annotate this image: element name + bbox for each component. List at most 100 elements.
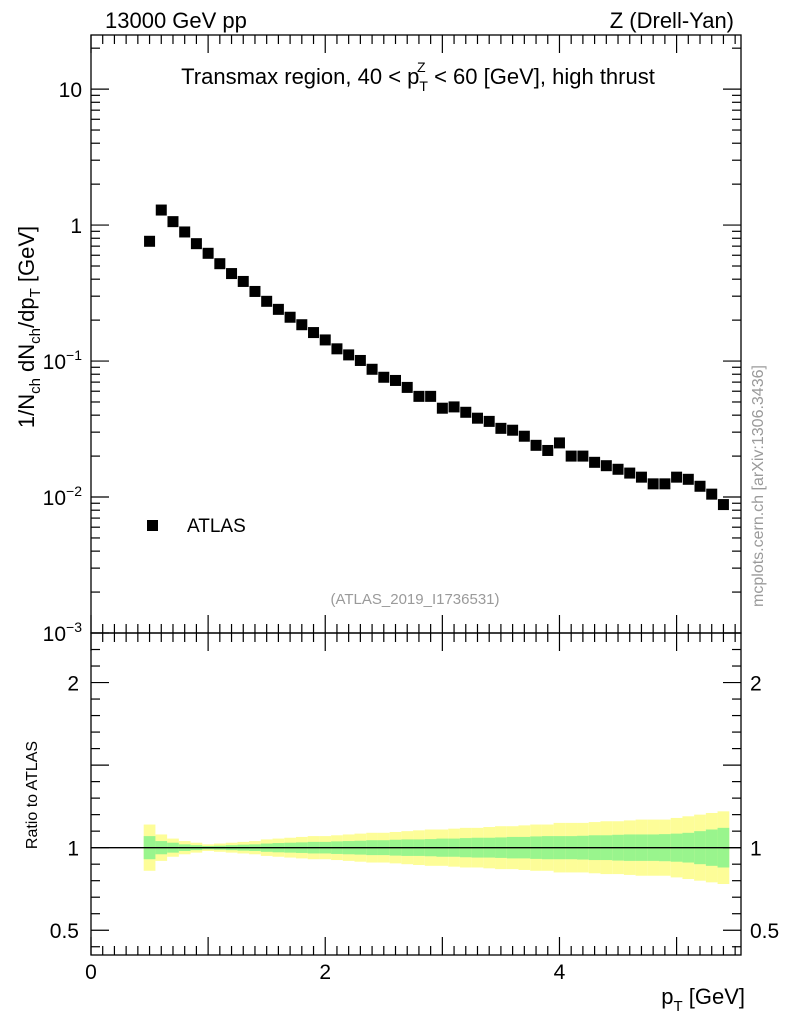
data-point — [144, 235, 156, 247]
data-point — [659, 478, 671, 490]
xlabel-sub: T — [673, 998, 682, 1015]
header-left: 13000 GeV pp — [105, 8, 247, 33]
ylabel-d: [GeV] — [14, 226, 39, 288]
data-point — [542, 444, 554, 456]
data-point — [249, 285, 261, 297]
ratio-y-tick-label-right: 2 — [750, 673, 762, 696]
x-tick-labels: 0 2 4 — [85, 961, 565, 984]
data-point — [565, 450, 577, 462]
data-point — [354, 354, 366, 366]
xlabel-a: p — [661, 984, 673, 1009]
data-point — [179, 226, 191, 238]
region-title-a: Transmax region, 40 < p — [181, 64, 419, 89]
main-y-tick-label: 10−3 — [43, 619, 83, 646]
data-point — [226, 268, 238, 280]
main-y-tick-base: 10 — [43, 351, 66, 374]
main-y-axis-label: 1/Nch dNch/dpT [GeV] — [14, 226, 44, 428]
data-point — [495, 422, 507, 434]
data-point — [706, 488, 718, 500]
main-y-tick-base: 10 — [43, 487, 66, 510]
data-point — [471, 412, 483, 424]
ylabel-b: dN — [14, 344, 39, 378]
data-point — [717, 499, 729, 511]
data-point — [612, 463, 624, 475]
ratio-axis-ticks — [90, 633, 741, 955]
main-y-tick-label: 10−2 — [43, 483, 83, 510]
data-point — [671, 471, 683, 483]
main-y-tick-label: 1 — [70, 215, 82, 238]
header-right: Z (Drell-Yan) — [610, 8, 734, 33]
data-point — [167, 216, 179, 228]
data-point — [624, 467, 636, 479]
ratio-y-tick-labels: 2 2 1 1 0.5 0.5 — [50, 673, 779, 944]
data-point — [190, 238, 202, 250]
data-point — [460, 406, 472, 418]
data-point — [682, 473, 694, 485]
data-point — [483, 415, 495, 427]
main-y-tick-base: 10 — [59, 79, 82, 102]
ratio-y-axis-label: Ratio to ATLAS — [24, 741, 41, 849]
data-point — [261, 295, 273, 307]
main-y-tick-exp: −1 — [66, 347, 82, 363]
xlabel-rest: [GeV] — [683, 984, 745, 1009]
region-title: Transmax region, 40 < pT < 60 [GeV], hig… — [181, 64, 655, 94]
main-y-tick-label: 10 — [59, 79, 82, 102]
legend-label: ATLAS — [187, 516, 246, 537]
data-point — [331, 343, 343, 355]
data-point — [284, 311, 296, 323]
x-tick-label: 2 — [319, 961, 331, 984]
main-axis-ticks — [90, 35, 741, 634]
data-point — [237, 275, 249, 287]
data-point — [319, 334, 331, 346]
data-point — [436, 402, 448, 414]
ylabel-sub-a: ch — [27, 378, 44, 394]
data-point — [600, 460, 612, 472]
data-point — [343, 349, 355, 361]
ratio-y-tick-label-left: 1 — [67, 838, 79, 861]
main-y-tick-base: 10 — [43, 623, 66, 646]
main-y-tick-base: 1 — [70, 215, 82, 238]
ratio-panel-frame — [90, 632, 742, 956]
data-point — [647, 478, 659, 490]
data-point — [401, 381, 413, 393]
data-point — [378, 371, 390, 383]
ratio-y-tick-label-right: 1 — [750, 838, 762, 861]
ylabel-a: 1/N — [14, 394, 39, 428]
data-point — [366, 363, 378, 375]
ylabel-sub-b: ch — [27, 328, 44, 344]
data-point — [589, 456, 601, 468]
data-point — [694, 480, 706, 492]
data-point — [577, 450, 589, 462]
x-tick-label: 0 — [85, 961, 97, 984]
data-point — [155, 204, 167, 216]
data-point — [296, 319, 308, 331]
main-y-tick-exp: −3 — [66, 619, 82, 635]
data-point — [202, 247, 214, 259]
main-y-tick-label: 10−1 — [43, 347, 83, 374]
region-title-sub: T — [419, 78, 428, 94]
main-data-markers — [144, 204, 729, 511]
side-watermark: mcplots.cern.ch [arXiv:1306.3436] — [750, 365, 767, 607]
data-point — [507, 424, 519, 436]
data-point — [553, 437, 565, 449]
ylabel-c: /dp — [14, 297, 39, 328]
x-axis-label: pT [GeV] — [661, 984, 745, 1015]
ratio-y-tick-label-left: 2 — [67, 673, 79, 696]
data-point — [390, 374, 402, 386]
data-point — [272, 303, 284, 315]
data-point — [635, 471, 647, 483]
data-point — [425, 390, 437, 402]
ylabel-sub-c: T — [27, 288, 44, 297]
x-tick-label: 4 — [554, 961, 566, 984]
region-title-rest: < 60 [GeV], high thrust — [428, 64, 655, 89]
ratio-y-tick-label-right: 0.5 — [750, 920, 779, 943]
data-point — [448, 401, 460, 413]
data-point — [413, 390, 425, 402]
data-point — [530, 439, 542, 451]
region-title-sup: Z — [417, 59, 426, 75]
ratio-y-tick-label-left: 0.5 — [50, 920, 79, 943]
analysis-id: (ATLAS_2019_I1736531) — [330, 591, 499, 608]
data-point — [308, 327, 320, 339]
main-y-tick-exp: −2 — [66, 483, 82, 499]
